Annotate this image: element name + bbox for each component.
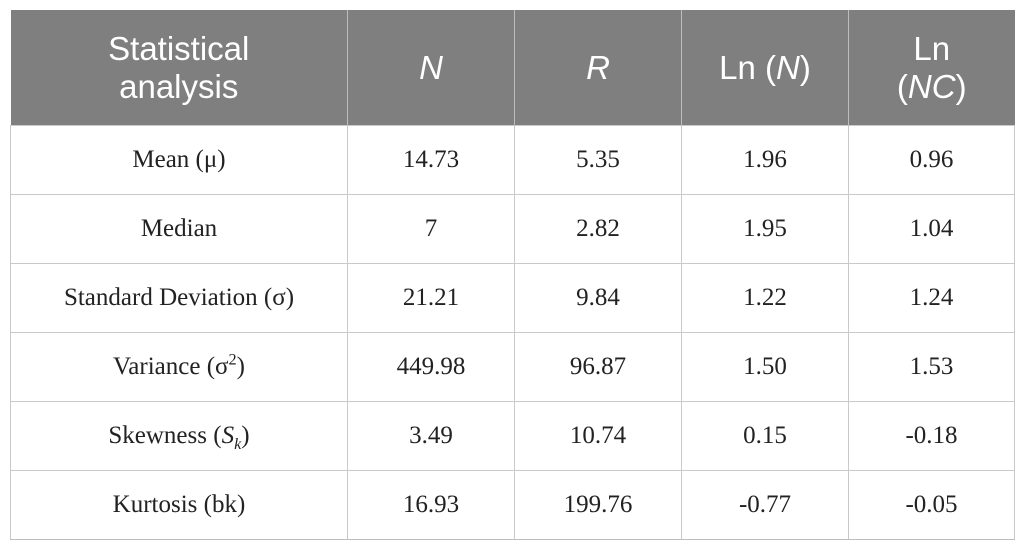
table-row: Mean (μ) 14.73 5.35 1.96 0.96 bbox=[10, 125, 1015, 195]
row-label: Mean (μ) bbox=[10, 125, 348, 195]
row-label-var: S bbox=[221, 422, 235, 449]
cell-ln-nc: -0.05 bbox=[848, 470, 1015, 540]
table-row: Kurtosis (bk) 16.93 199.76 -0.77 -0.05 bbox=[10, 470, 1015, 540]
row-label-subscript: k bbox=[234, 435, 242, 453]
cell-n: 14.73 bbox=[347, 125, 515, 195]
header-ln-nc-prefix: ( bbox=[896, 67, 908, 105]
cell-n: 449.98 bbox=[347, 332, 515, 402]
header-ln-nc-suffix: ) bbox=[955, 67, 967, 105]
cell-r: 199.76 bbox=[514, 470, 682, 540]
cell-r: 5.35 bbox=[514, 125, 682, 195]
row-label: Median bbox=[10, 194, 348, 264]
header-n-text: N bbox=[419, 48, 443, 86]
header-ln-nc-line1: Ln bbox=[913, 29, 951, 67]
table-row: Median 7 2.82 1.95 1.04 bbox=[10, 194, 1015, 264]
cell-ln-n: 1.22 bbox=[681, 263, 849, 333]
table-header: Statistical analysis N R Ln (N) Ln (NC) bbox=[10, 10, 1015, 126]
cell-n: 3.49 bbox=[347, 401, 515, 471]
header-r: R bbox=[514, 10, 682, 126]
cell-ln-nc: 0.96 bbox=[848, 125, 1015, 195]
header-r-text: R bbox=[586, 48, 610, 86]
header-ln-n-var: N bbox=[776, 48, 800, 86]
header-ln-n: Ln (N) bbox=[681, 10, 849, 126]
cell-n: 21.21 bbox=[347, 263, 515, 333]
row-label-prefix: Variance (σ bbox=[113, 353, 229, 380]
header-ln-n-prefix: Ln ( bbox=[719, 48, 777, 86]
row-label: Kurtosis (bk) bbox=[10, 470, 348, 540]
cell-r: 10.74 bbox=[514, 401, 682, 471]
header-n: N bbox=[347, 10, 515, 126]
cell-n: 7 bbox=[347, 194, 515, 264]
cell-ln-n: 1.50 bbox=[681, 332, 849, 402]
header-text-line1: Statistical bbox=[108, 29, 250, 67]
header-ln-nc: Ln (NC) bbox=[848, 10, 1015, 126]
row-label-suffix: ) bbox=[241, 422, 250, 449]
row-label-superscript: 2 bbox=[228, 350, 237, 369]
statistics-table: Statistical analysis N R Ln (N) Ln (NC) Me… bbox=[10, 10, 1015, 540]
row-label: Standard Deviation (σ) bbox=[10, 263, 348, 333]
cell-r: 96.87 bbox=[514, 332, 682, 402]
row-label: Variance (σ2) bbox=[10, 332, 348, 402]
cell-ln-nc: 1.53 bbox=[848, 332, 1015, 402]
header-ln-nc-var: NC bbox=[907, 67, 956, 105]
cell-ln-nc: 1.04 bbox=[848, 194, 1015, 264]
table-body: Mean (μ) 14.73 5.35 1.96 0.96 Median 7 2… bbox=[10, 125, 1015, 540]
cell-r: 2.82 bbox=[514, 194, 682, 264]
row-label-suffix: ) bbox=[236, 353, 245, 380]
cell-ln-n: 1.95 bbox=[681, 194, 849, 264]
cell-ln-nc: -0.18 bbox=[848, 401, 1015, 471]
header-text-line2: analysis bbox=[119, 67, 239, 105]
cell-ln-n: 0.15 bbox=[681, 401, 849, 471]
header-row: Statistical analysis N R Ln (N) Ln (NC) bbox=[10, 10, 1015, 126]
row-label-prefix: Skewness ( bbox=[108, 422, 222, 449]
table-row: Variance (σ2) 449.98 96.87 1.50 1.53 bbox=[10, 332, 1015, 402]
cell-n: 16.93 bbox=[347, 470, 515, 540]
row-label: Skewness (Sk) bbox=[10, 401, 348, 471]
header-ln-n-suffix: ) bbox=[799, 48, 811, 86]
cell-ln-n: -0.77 bbox=[681, 470, 849, 540]
header-statistical-analysis: Statistical analysis bbox=[10, 10, 348, 126]
table-row: Standard Deviation (σ) 21.21 9.84 1.22 1… bbox=[10, 263, 1015, 333]
cell-ln-n: 1.96 bbox=[681, 125, 849, 195]
cell-ln-nc: 1.24 bbox=[848, 263, 1015, 333]
table-row: Skewness (Sk) 3.49 10.74 0.15 -0.18 bbox=[10, 401, 1015, 471]
cell-r: 9.84 bbox=[514, 263, 682, 333]
